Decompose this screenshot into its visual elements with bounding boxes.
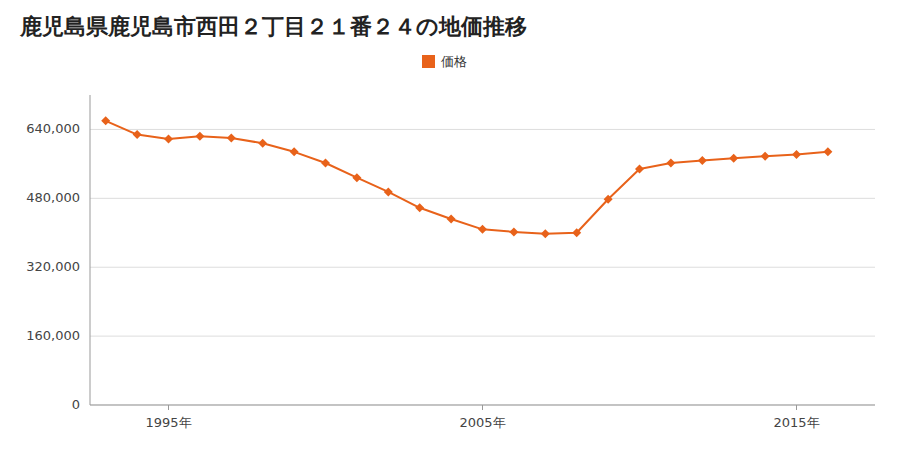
- marker: [729, 154, 738, 163]
- marker: [133, 130, 142, 139]
- marker: [101, 116, 110, 125]
- grid-line: [90, 198, 875, 199]
- chart: 鹿児島県鹿児島市西田２丁目２１番２４の地価推移 0 160,000 320,000 48…: [0, 0, 900, 450]
- y-tick-label: 480,000: [26, 190, 80, 205]
- y-tick-label: 0: [72, 397, 80, 412]
- grid-line: [90, 336, 875, 337]
- grid-line: [90, 267, 875, 268]
- x-tick: [796, 405, 797, 410]
- y-tick-label: 320,000: [26, 259, 80, 274]
- marker: [604, 195, 613, 204]
- y-axis-line: [90, 95, 91, 405]
- marker: [195, 132, 204, 141]
- line: [106, 121, 828, 234]
- marker: [447, 215, 456, 224]
- legend-label: 価格: [441, 54, 467, 69]
- marker: [227, 134, 236, 143]
- plot-area: [101, 116, 832, 238]
- marker: [509, 227, 518, 236]
- background: [0, 0, 900, 450]
- marker: [352, 173, 361, 182]
- marker: [761, 152, 770, 161]
- marker: [666, 159, 675, 168]
- x-tick: [168, 405, 169, 410]
- marker: [541, 229, 550, 238]
- marker: [290, 147, 299, 156]
- x-tick-label: 1995年: [145, 415, 191, 430]
- marker: [321, 159, 330, 168]
- marker: [823, 147, 832, 156]
- x-tick-label: 2015年: [773, 415, 819, 430]
- marker: [258, 139, 267, 148]
- marker: [478, 225, 487, 234]
- grid: [90, 129, 875, 405]
- marker: [384, 187, 393, 196]
- y-tick-label: 640,000: [26, 121, 80, 136]
- grid-line: [90, 129, 875, 130]
- marker: [698, 156, 707, 165]
- marker: [792, 150, 801, 159]
- marker: [415, 203, 424, 212]
- legend: 価格: [422, 54, 467, 69]
- x-tick: [482, 405, 483, 410]
- y-tick-label: 160,000: [26, 328, 80, 343]
- marker: [572, 228, 581, 237]
- legend-swatch: [422, 55, 435, 68]
- marker: [635, 165, 644, 174]
- title: 鹿児島県鹿児島市西田２丁目２１番２４の地価推移: [19, 14, 527, 39]
- marker: [164, 134, 173, 143]
- x-tick-label: 2005年: [459, 415, 505, 430]
